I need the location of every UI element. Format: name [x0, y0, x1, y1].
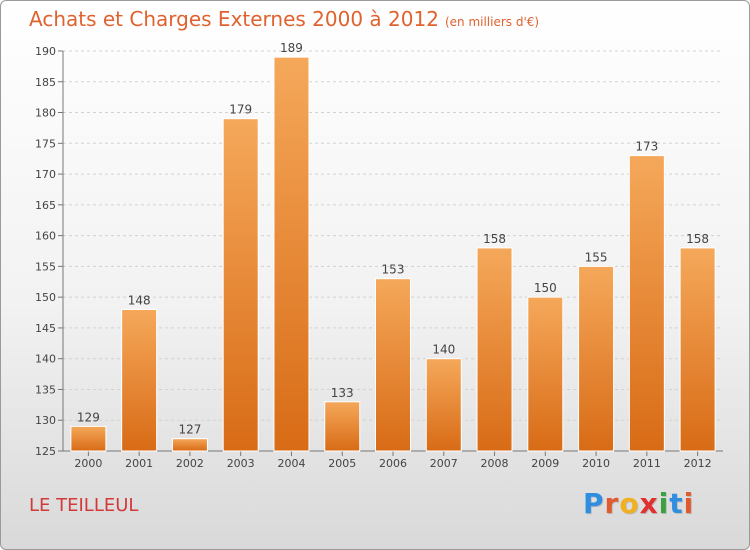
data-label: 140	[432, 343, 455, 357]
y-tick-label: 155	[35, 260, 56, 273]
logo-letter: i	[683, 487, 695, 520]
chart-subtitle: (en milliers d'€)	[444, 15, 540, 29]
y-tick-label: 125	[35, 445, 56, 458]
bar	[70, 425, 107, 452]
x-tick-label: 2001	[125, 457, 153, 470]
proxiti-logo: Proxiti	[583, 487, 694, 520]
bar	[476, 247, 513, 452]
x-tick-label: 2011	[633, 457, 661, 470]
data-label: 133	[331, 386, 354, 400]
bar	[527, 296, 564, 452]
data-label: 158	[686, 232, 709, 246]
bar	[679, 247, 716, 452]
x-tick-label: 2007	[430, 457, 458, 470]
data-label: 153	[382, 263, 405, 277]
y-tick-label: 140	[35, 353, 56, 366]
bar	[578, 265, 615, 452]
bar	[171, 438, 208, 452]
y-tick-label: 190	[35, 45, 56, 58]
data-label: 155	[585, 250, 608, 264]
x-tick-label: 2002	[176, 457, 204, 470]
data-label: 173	[635, 140, 658, 154]
y-tick-label: 160	[35, 230, 56, 243]
label-layer: 129 148 127 179 189 133 153 140 158 150 155 173 158	[77, 41, 709, 437]
y-tick-label: 170	[35, 168, 56, 181]
x-tick-label: 2010	[582, 457, 610, 470]
bar	[324, 401, 361, 452]
logo-letter: i	[658, 487, 670, 520]
chart-title: Achats et Charges Externes 2000 à 2012 (e…	[29, 7, 539, 31]
logo-letter: o	[619, 487, 640, 520]
logo-letter: t	[669, 487, 684, 520]
x-tick-label: 2003	[227, 457, 255, 470]
bar	[121, 308, 158, 452]
data-label: 179	[229, 103, 252, 117]
bar	[222, 118, 259, 452]
y-tick-label: 130	[35, 414, 56, 427]
data-label: 158	[483, 232, 506, 246]
y-tick-label: 175	[35, 137, 56, 150]
x-tick-label: 2008	[481, 457, 509, 470]
x-tick-label: 2009	[531, 457, 559, 470]
data-label: 127	[178, 423, 201, 437]
bar	[628, 155, 665, 452]
data-label: 189	[280, 41, 303, 55]
y-tick-label: 150	[35, 291, 56, 304]
data-label: 150	[534, 281, 557, 295]
y-tick-label: 145	[35, 322, 56, 335]
logo-letter: r	[604, 487, 620, 520]
bar	[375, 278, 411, 452]
bar	[425, 358, 462, 452]
place-name: LE TEILLEUL	[29, 495, 139, 516]
bar	[273, 56, 310, 452]
y-tick-label: 165	[35, 199, 56, 212]
x-tick-label: 2000	[74, 457, 102, 470]
logo-letter: x	[639, 487, 659, 520]
y-tick-label: 185	[35, 76, 56, 89]
data-label: 148	[128, 293, 151, 307]
y-tick-label: 135	[35, 383, 56, 396]
x-tick-label: 2004	[277, 457, 305, 470]
logo-letter: P	[583, 487, 605, 520]
x-tick-label: 2005	[328, 457, 356, 470]
y-tick-label: 180	[35, 107, 56, 120]
data-label: 129	[77, 410, 100, 424]
title-text: Achats et Charges Externes 2000 à 2012	[29, 7, 439, 31]
x-tick-label: 2012	[684, 457, 712, 470]
axis-layer: 125 130 135 140 145 150 155 160 165 170 175 180 185 1…	[35, 45, 723, 470]
x-tick-label: 2006	[379, 457, 407, 470]
bar-layer	[70, 56, 716, 452]
